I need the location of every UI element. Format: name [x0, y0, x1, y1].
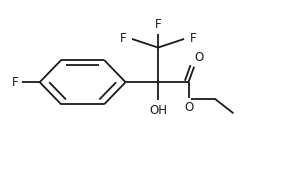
Text: OH: OH [149, 104, 167, 117]
Text: F: F [119, 32, 126, 45]
Text: O: O [195, 51, 204, 64]
Text: F: F [155, 18, 161, 31]
Text: O: O [184, 101, 194, 114]
Text: F: F [190, 32, 197, 45]
Text: F: F [12, 76, 19, 89]
